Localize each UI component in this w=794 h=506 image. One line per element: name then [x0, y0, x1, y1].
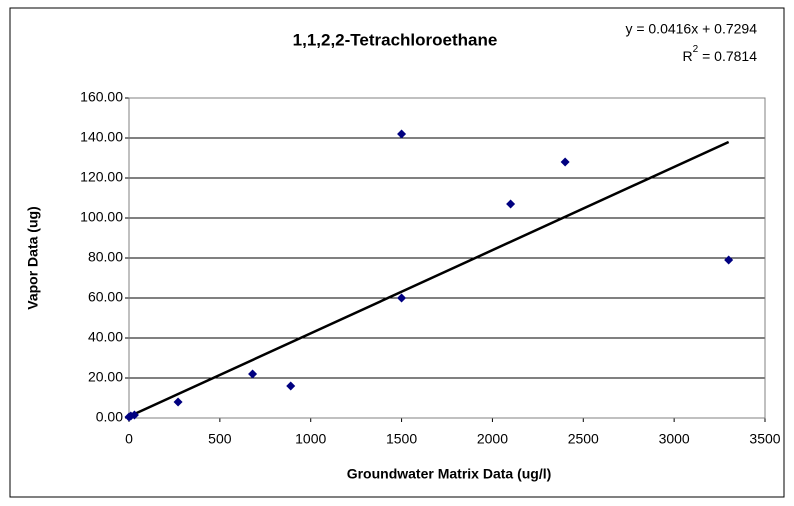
- point: [173, 397, 183, 407]
- y-tick-label: 40.00: [88, 329, 123, 345]
- r2-power: 2: [693, 44, 699, 55]
- plot-border: [128, 97, 766, 419]
- point: [248, 369, 258, 379]
- x-tick-label: 3500: [749, 431, 780, 447]
- y-tick-label: 120.00: [80, 169, 123, 185]
- y-axis-label: Vapor Data (ug): [25, 206, 41, 309]
- x-tick-label: 3000: [659, 431, 690, 447]
- point: [397, 293, 407, 303]
- trend-equation: y = 0.0416x + 0.7294: [625, 21, 757, 37]
- point: [397, 129, 407, 139]
- x-axis-label: Groundwater Matrix Data (ug/l): [347, 466, 552, 482]
- y-tick-label: 100.00: [80, 209, 123, 225]
- y-tick-label: 140.00: [80, 129, 123, 145]
- x-tick-label: 1500: [386, 431, 417, 447]
- r2-symbol: R: [683, 48, 693, 64]
- r2-value: = 0.7814: [698, 48, 757, 64]
- chart-border: [9, 7, 785, 498]
- y-tick-label: 0.00: [96, 409, 123, 425]
- r-squared: R2 = 0.7814: [683, 44, 758, 64]
- point: [506, 199, 516, 209]
- chart-title: 1,1,2,2-Tetrachloroethane: [293, 30, 498, 49]
- y-tick-label: 60.00: [88, 289, 123, 305]
- x-tick-label: 500: [208, 431, 232, 447]
- y-tick-label: 160.00: [80, 89, 123, 105]
- x-tick-label: 1000: [295, 431, 326, 447]
- x-tick-label: 2500: [568, 431, 599, 447]
- point: [286, 381, 296, 391]
- y-tick-label: 20.00: [88, 369, 123, 385]
- x-tick-label: 0: [125, 431, 133, 447]
- point: [129, 410, 139, 420]
- trendline: [128, 140, 730, 418]
- y-tick-label: 80.00: [88, 249, 123, 265]
- point: [560, 157, 570, 167]
- x-tick-label: 2000: [477, 431, 508, 447]
- point: [724, 255, 734, 265]
